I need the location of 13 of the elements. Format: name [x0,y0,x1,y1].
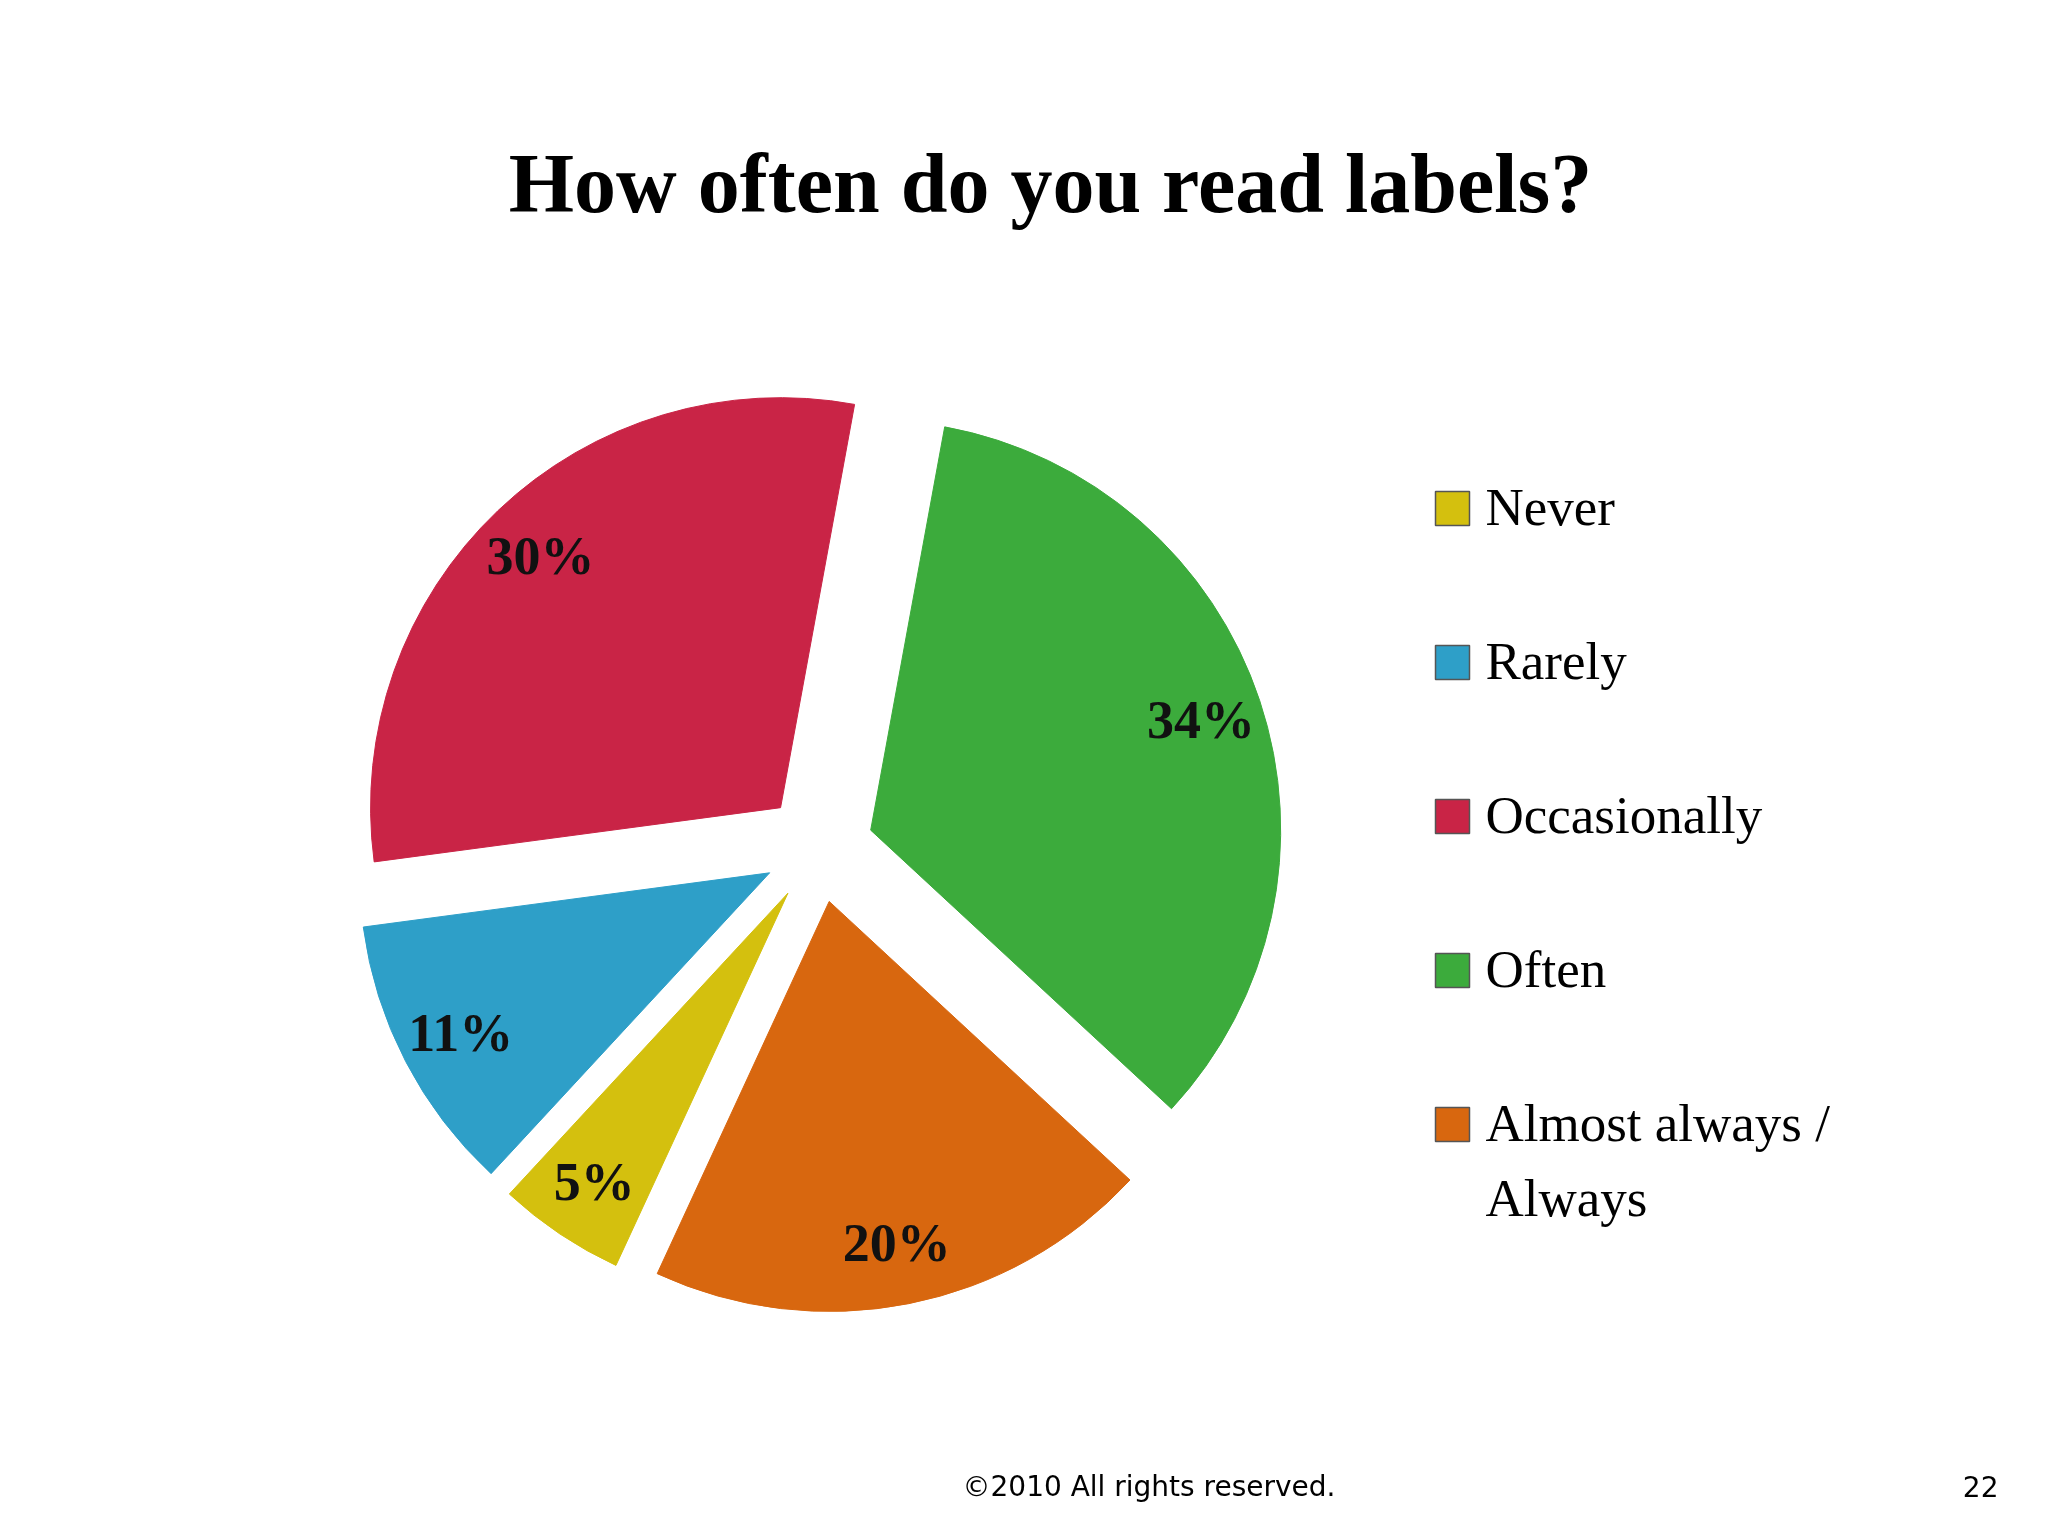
data-label: 5% [553,1152,635,1213]
data-label: 11% [408,1002,514,1063]
legend-label: Often [1485,939,1607,998]
text: 22 [1962,1471,1999,1504]
data-label: 34% [1146,690,1255,751]
data-label: 30% [486,525,595,586]
legend-label: Never [1485,477,1616,536]
legend-label: Almost always / Always [1485,1093,1831,1227]
chart-title: How often do you read labels? [508,137,1593,230]
data-label: 20% [842,1212,951,1273]
legend-label: Occasionally [1485,785,1763,844]
text: ©2010 All rights reserved. [962,1470,1336,1503]
legend-label: Rarely [1485,631,1628,690]
